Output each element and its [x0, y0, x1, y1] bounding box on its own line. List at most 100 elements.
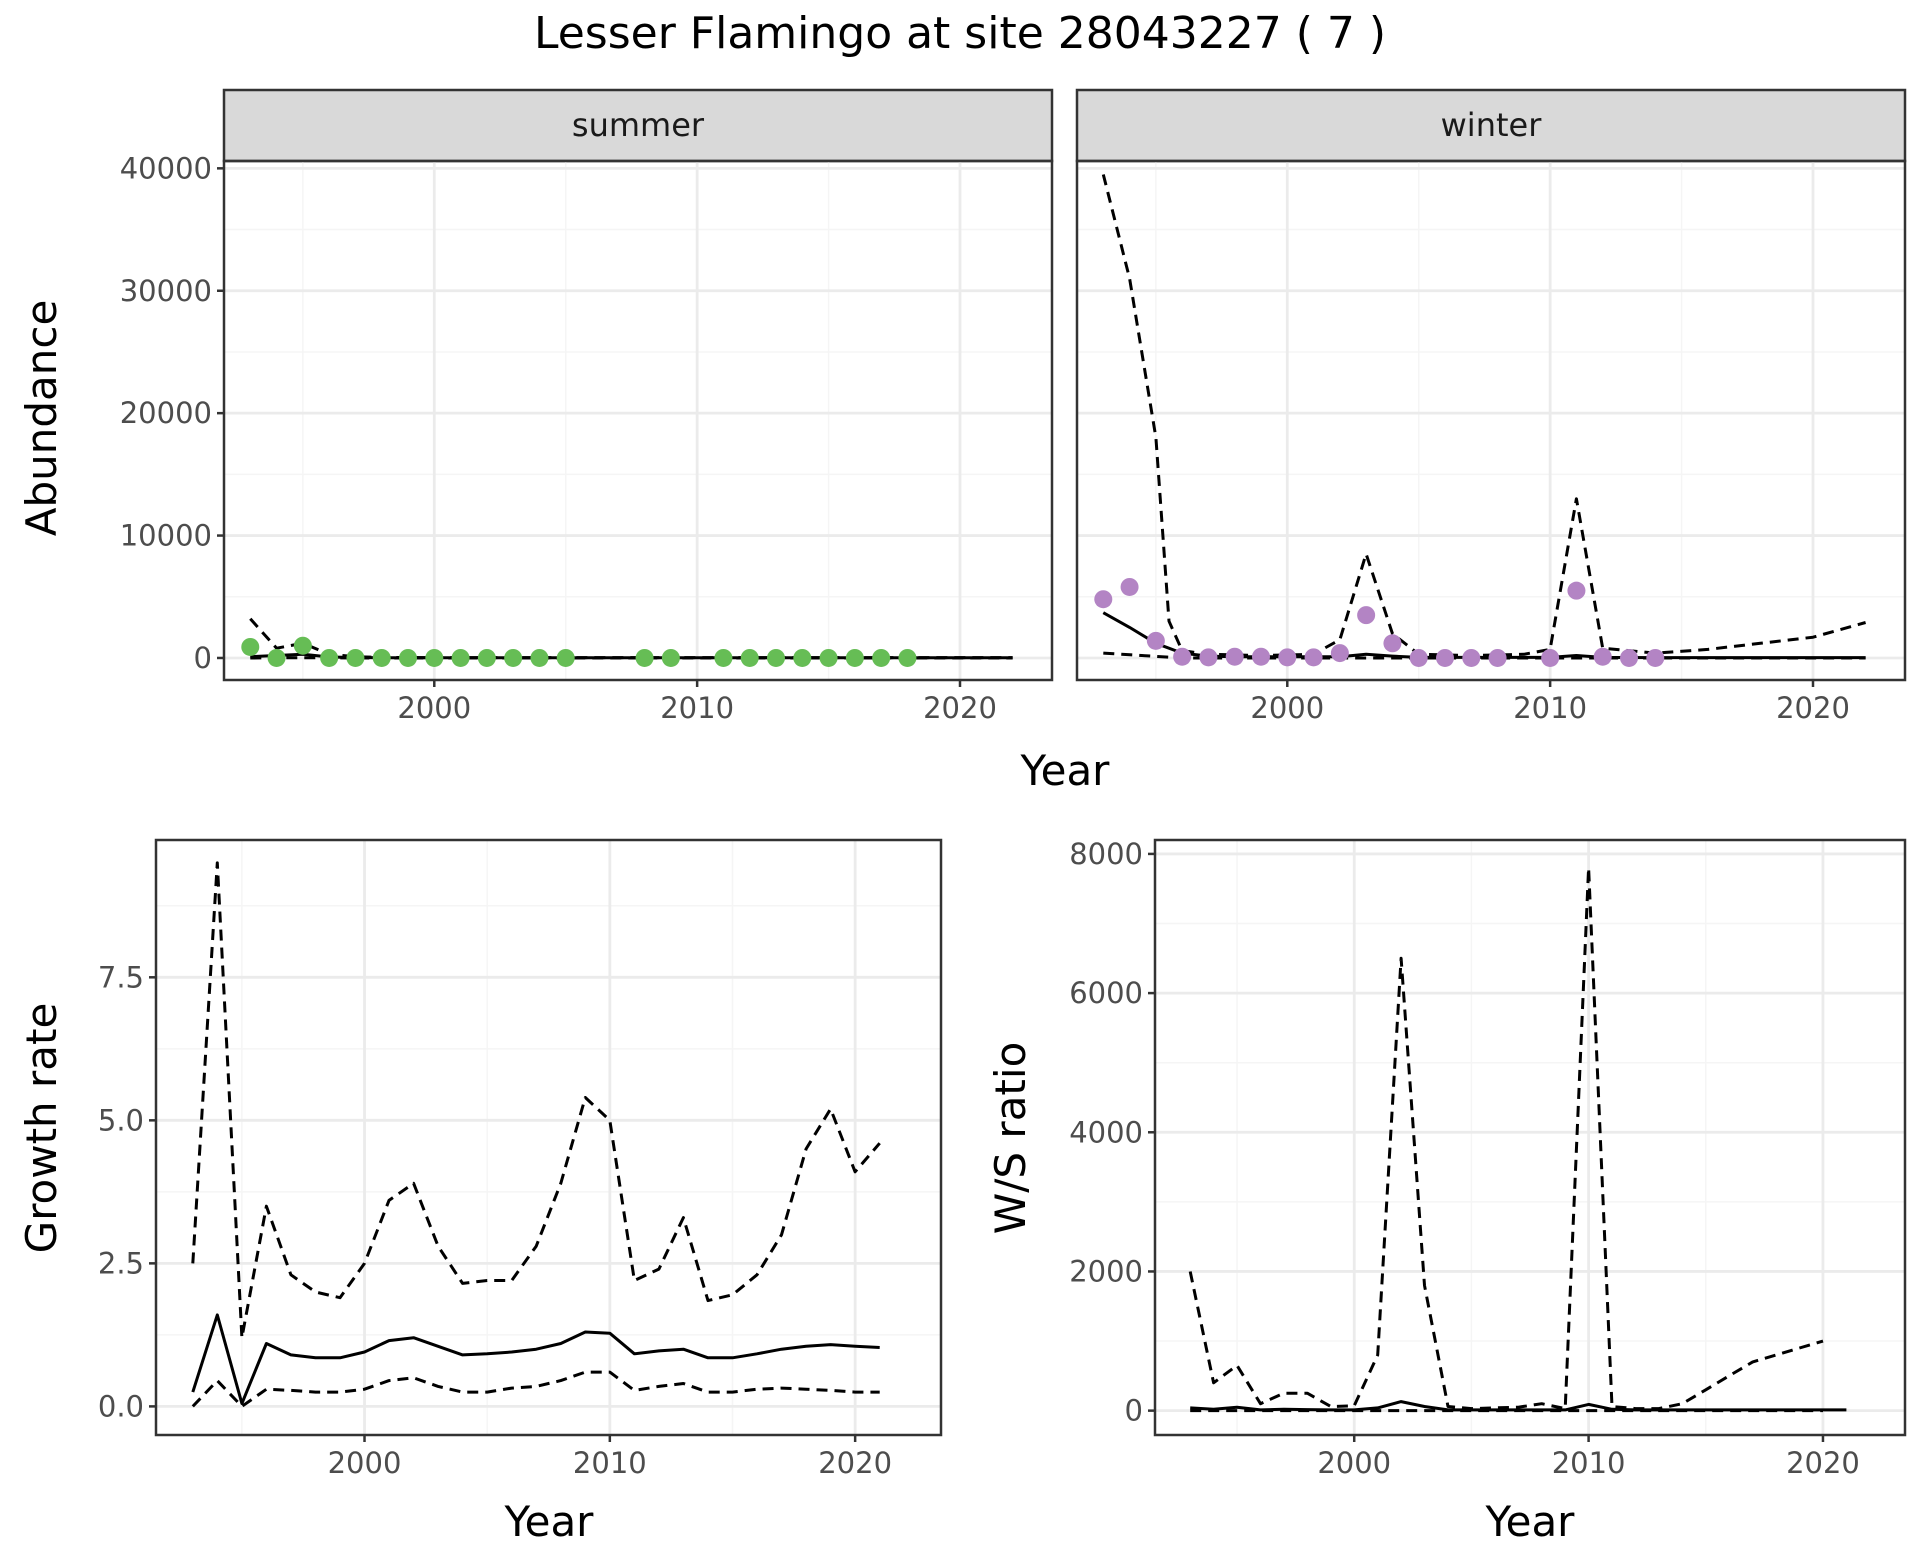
summer-point [661, 648, 680, 667]
growth-x-tick-label: 2020 [818, 1446, 892, 1480]
winter-point [1409, 648, 1428, 667]
summer-point [872, 648, 891, 667]
winter-point [1199, 648, 1218, 667]
ratio-y-tick-label: 6000 [1069, 976, 1143, 1010]
summer-point [740, 648, 759, 667]
summer-point [898, 648, 917, 667]
summer-point [477, 648, 496, 667]
winter-point [1357, 606, 1376, 625]
growth-solid-line-0 [191, 1313, 880, 1405]
ratio-y-tick-label: 8000 [1069, 837, 1143, 871]
winter-point [1120, 577, 1139, 596]
winter-point [1094, 590, 1113, 609]
summer-point [714, 648, 733, 667]
ratio-x-tick-label: 2010 [1552, 1446, 1626, 1480]
summer-point [819, 648, 838, 667]
winter-point [1278, 648, 1297, 667]
facet-winter: winter 2000 2010 2020 [1075, 88, 1907, 725]
winter-point [1225, 647, 1244, 666]
summer-y-tick-label: 0 [194, 641, 212, 675]
growth-y-tick-label: 2.5 [98, 1246, 144, 1280]
winter-solid-line-0 [1102, 611, 1866, 660]
summer-point [425, 648, 444, 667]
facet-winter-plot: 2000 2010 2020 [1075, 159, 1907, 725]
figure-title: Lesser Flamingo at site 28043227 ( 7 ) [534, 8, 1386, 59]
ratio-panel: W/S ratio Year 2000 2010 2020 0 2000 4000 6000… [986, 837, 1907, 1546]
abundance-x-axis-title: Year [1020, 746, 1111, 795]
ratio-y-tick-label: 4000 [1069, 1115, 1143, 1149]
summer-point [320, 648, 339, 667]
facet-summer: summer 2000 2010 2020 0 10000 20000 30000 40000 [120, 88, 1054, 725]
growth-plot: 2000 2010 2020 0.0 2.5 5.0 7.5 [98, 838, 943, 1480]
growth-y-tick-label: 0.0 [98, 1389, 144, 1423]
summer-point [635, 648, 654, 667]
facet-winter-strip [1075, 88, 1907, 163]
winter-point [1488, 648, 1507, 667]
summer-point [372, 648, 391, 667]
summer-point [504, 648, 523, 667]
summer-point [267, 648, 286, 667]
summer-dashed-line-1 [249, 617, 1013, 660]
facet-winter-strip-label: winter [1441, 106, 1543, 144]
growth-x-tick-label: 2000 [328, 1446, 402, 1480]
summer-panel-border [222, 159, 1054, 682]
winter-x-tick-label: 2000 [1250, 691, 1324, 725]
summer-point [346, 648, 365, 667]
winter-point [1436, 648, 1454, 667]
ratio-y-tick-label: 2000 [1069, 1254, 1143, 1288]
winter-x-tick-label: 2010 [1513, 691, 1587, 725]
growth-y-axis-title: Growth rate [17, 1003, 66, 1254]
summer-point [241, 637, 260, 656]
ratio-x-tick-label: 2000 [1317, 1446, 1391, 1480]
abundance-panel: Abundance Year summer 2000 2010 2020 0 10000… [17, 88, 1907, 795]
winter-point [1646, 648, 1665, 667]
winter-point [1620, 648, 1638, 667]
summer-x-tick-label: 2010 [660, 691, 734, 725]
growth-panel: Growth rate Year 2000 2010 2020 0.0 2.5 5.0 7.… [17, 838, 943, 1546]
winter-point [1146, 631, 1165, 650]
winter-point [1567, 581, 1586, 600]
summer-y-tick-label: 20000 [120, 396, 212, 430]
winter-point [1330, 644, 1349, 663]
growth-y-tick-label: 7.5 [98, 960, 144, 994]
ratio-y-tick-label: 0 [1125, 1394, 1143, 1428]
summer-x-tick-label: 2020 [923, 691, 997, 725]
winter-point [1383, 634, 1402, 653]
summer-point [451, 648, 470, 667]
ratio-dashed-line-1 [1188, 866, 1824, 1411]
winter-dashed-line-1 [1101, 174, 1867, 657]
summer-point [793, 648, 812, 667]
summer-point [767, 648, 785, 667]
winter-point [1541, 648, 1560, 667]
growth-y-tick-label: 5.0 [98, 1103, 144, 1137]
winter-point [1593, 647, 1612, 666]
summer-point [556, 648, 575, 667]
facet-summer-strip [222, 88, 1054, 163]
winter-point [1252, 647, 1270, 666]
ratio-plot: 2000 2010 2020 0 2000 4000 6000 8000 [1069, 837, 1907, 1480]
summer-y-tick-label: 30000 [120, 274, 212, 308]
facet-summer-strip-label: summer [572, 106, 705, 144]
ratio-x-axis-title: Year [1485, 1497, 1576, 1546]
summer-point [845, 648, 864, 667]
winter-point [1173, 647, 1192, 666]
growth-panel-border [154, 838, 943, 1437]
summer-point [530, 648, 549, 667]
ratio-y-axis-title: W/S ratio [986, 1042, 1035, 1235]
facet-summer-plot: 2000 2010 2020 0 10000 20000 30000 40000 [120, 151, 1054, 725]
growth-dashed-line-1 [191, 861, 881, 1340]
abundance-y-axis-title: Abundance [17, 300, 66, 537]
summer-point [399, 648, 417, 667]
summer-point [293, 636, 312, 655]
ratio-x-tick-label: 2020 [1786, 1446, 1860, 1480]
ratio-panel-border [1153, 838, 1907, 1437]
winter-panel-border [1075, 159, 1907, 682]
winter-x-tick-label: 2020 [1776, 691, 1850, 725]
winter-point [1462, 648, 1481, 667]
summer-y-tick-label: 10000 [120, 519, 212, 553]
summer-y-tick-label: 40000 [120, 151, 212, 185]
growth-dashed-line-2 [191, 1370, 880, 1408]
summer-x-tick-label: 2000 [397, 691, 471, 725]
winter-point [1304, 648, 1323, 667]
